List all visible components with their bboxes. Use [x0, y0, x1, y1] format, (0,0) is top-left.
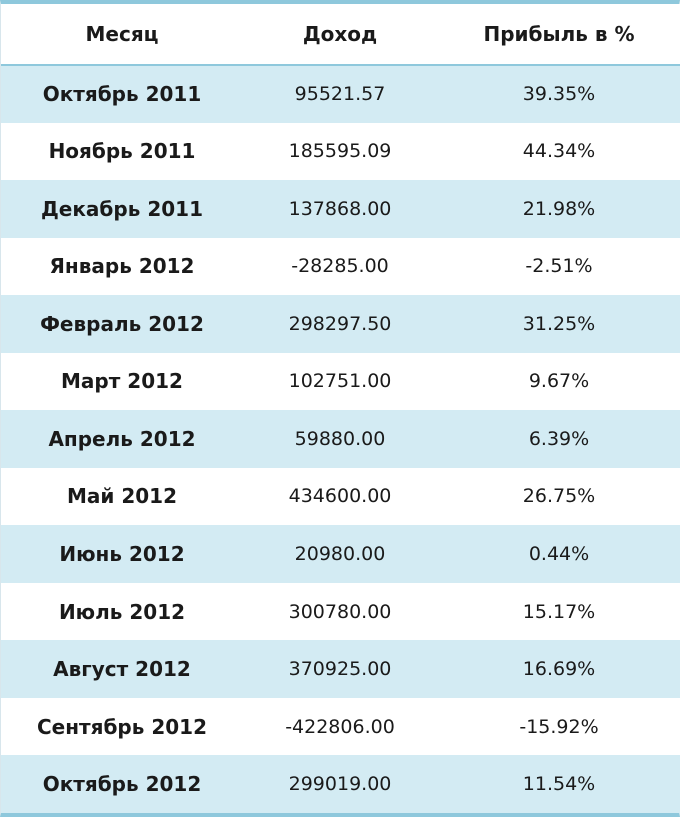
- table-row: Август 2012 370925.00 16.69%: [1, 640, 680, 698]
- income-cell: 299019.00: [288, 773, 392, 796]
- income-cell: -422806.00: [285, 715, 395, 738]
- table-header: Месяц Доход Прибыль в %: [1, 4, 680, 66]
- income-cell: 20980.00: [294, 543, 386, 566]
- month-cell: Октябрь 2012: [42, 772, 202, 797]
- table-row: Июль 2012 300780.00 15.17%: [1, 582, 680, 641]
- profit-cell: 21.98%: [522, 197, 596, 220]
- profit-cell: 44.34%: [522, 140, 596, 163]
- income-cell: 298297.50: [288, 312, 392, 335]
- header-row: Месяц Доход Прибыль в %: [1, 4, 680, 66]
- month-cell: Май 2012: [66, 484, 178, 509]
- month-cell: Декабрь 2011: [40, 196, 203, 221]
- profit-cell: 11.54%: [522, 773, 596, 796]
- profit-cell: 6.39%: [528, 427, 590, 450]
- income-cell: 102751.00: [288, 370, 392, 393]
- profit-cell: 31.25%: [522, 312, 596, 335]
- profit-cell: 39.35%: [522, 83, 596, 106]
- income-cell: 137868.00: [288, 197, 392, 220]
- month-cell: Октябрь 2011: [42, 82, 202, 107]
- month-cell: Апрель 2012: [48, 426, 196, 451]
- table-row: Октябрь 2012 299019.00 11.54%: [1, 755, 680, 813]
- income-cell: 370925.00: [288, 658, 392, 681]
- month-cell: Июль 2012: [58, 599, 186, 624]
- profit-cell: 15.17%: [522, 600, 596, 623]
- month-cell: Март 2012: [61, 369, 183, 394]
- table-row: Декабрь 2011 137868.00 21.98%: [1, 180, 680, 238]
- income-cell: 300780.00: [288, 600, 392, 623]
- table-row: Ноябрь 2011 185595.09 44.34%: [1, 122, 680, 181]
- table-row: Октябрь 2011 95521.57 39.35%: [1, 65, 680, 123]
- month-cell: Июнь 2012: [59, 542, 185, 567]
- income-cell: 59880.00: [294, 427, 386, 450]
- table-row: Февраль 2012 298297.50 31.25%: [1, 295, 680, 353]
- table-row: Май 2012 434600.00 26.75%: [1, 467, 680, 526]
- profit-cell: 16.69%: [522, 658, 596, 681]
- table-row: Сентябрь 2012 -422806.00 -15.92%: [1, 697, 680, 756]
- table-row: Январь 2012 -28285.00 -2.51%: [1, 237, 680, 296]
- table-row: Апрель 2012 59880.00 6.39%: [1, 410, 680, 468]
- month-cell: Август 2012: [53, 657, 191, 682]
- table-body: Октябрь 2011 95521.57 39.35% Ноябрь 2011…: [1, 65, 680, 813]
- profit-cell: 0.44%: [528, 543, 590, 566]
- income-cell: 434600.00: [288, 485, 392, 508]
- month-cell: Ноябрь 2011: [48, 139, 196, 164]
- income-cell: -28285.00: [291, 255, 389, 278]
- month-cell: Сентябрь 2012: [36, 714, 208, 739]
- income-cell: 185595.09: [288, 140, 392, 163]
- profit-cell: -15.92%: [519, 715, 599, 738]
- table-row: Июнь 2012 20980.00 0.44%: [1, 525, 680, 583]
- column-header-income: Доход: [243, 4, 437, 66]
- profit-cell: -2.51%: [525, 255, 593, 278]
- profit-cell: 9.67%: [528, 370, 590, 393]
- month-cell: Февраль 2012: [40, 311, 204, 336]
- profit-cell: 26.75%: [522, 485, 596, 508]
- income-cell: 95521.57: [294, 83, 386, 106]
- month-cell: Январь 2012: [49, 254, 195, 279]
- profit-table: Месяц Доход Прибыль в % Октябрь 2011 955…: [1, 4, 680, 813]
- table-row: Март 2012 102751.00 9.67%: [1, 352, 680, 411]
- column-header-profit: Прибыль в %: [437, 4, 680, 66]
- column-header-month: Месяц: [1, 4, 243, 66]
